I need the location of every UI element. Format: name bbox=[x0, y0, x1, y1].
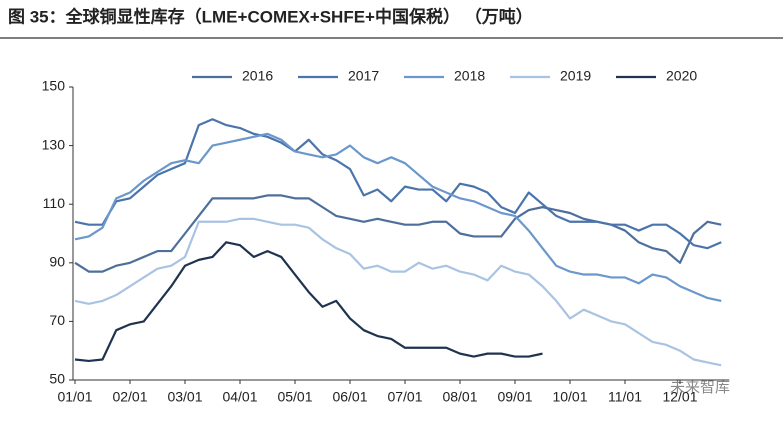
x-tick-label: 08/01 bbox=[442, 389, 477, 405]
y-tick-label: 110 bbox=[43, 195, 66, 211]
legend-label: 2016 bbox=[242, 68, 273, 84]
y-tick-label: 90 bbox=[49, 254, 65, 270]
x-tick-label: 03/01 bbox=[167, 389, 202, 405]
x-tick-label: 09/01 bbox=[497, 389, 532, 405]
y-tick-label: 70 bbox=[49, 312, 65, 328]
x-tick-label: 07/01 bbox=[387, 389, 422, 405]
legend-label: 2018 bbox=[454, 68, 485, 84]
legend-label: 2019 bbox=[560, 68, 591, 84]
legend-label: 2020 bbox=[666, 68, 697, 84]
series-line bbox=[74, 217, 722, 367]
series-line bbox=[74, 118, 722, 250]
series-line bbox=[74, 241, 543, 363]
x-tick-label: 10/01 bbox=[552, 389, 587, 405]
x-tick-label: 12/01 bbox=[662, 389, 697, 405]
chart-title: 图 35：全球铜显性库存（LME+COMEX+SHFE+中国保税） （万吨） bbox=[8, 6, 533, 26]
watermark: 未来智库 bbox=[670, 378, 730, 396]
x-tick-label: 06/01 bbox=[332, 389, 367, 405]
legend-label: 2017 bbox=[348, 68, 379, 84]
x-tick-label: 02/01 bbox=[112, 389, 147, 405]
x-tick-label: 01/01 bbox=[57, 389, 92, 405]
x-tick-label: 04/01 bbox=[222, 389, 257, 405]
series-line bbox=[74, 194, 722, 273]
y-tick-label: 150 bbox=[42, 78, 66, 94]
series-line bbox=[74, 132, 722, 302]
x-tick-label: 05/01 bbox=[277, 389, 312, 405]
y-tick-label: 130 bbox=[42, 136, 66, 152]
y-tick-label: 50 bbox=[49, 371, 65, 387]
x-tick-label: 11/01 bbox=[608, 389, 642, 405]
